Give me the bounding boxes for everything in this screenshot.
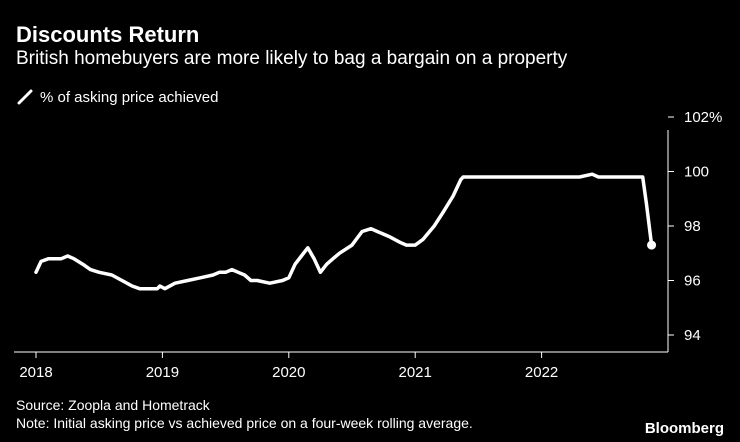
series-end-point xyxy=(647,240,657,250)
x-tick-label: 2019 xyxy=(146,364,179,381)
x-tick-label: 2020 xyxy=(272,364,305,381)
legend-label: % of asking price achieved xyxy=(40,88,219,106)
y-tick-label: 94 xyxy=(684,327,701,344)
y-tick-label: 102% xyxy=(684,109,722,126)
legend-line-icon xyxy=(17,89,33,105)
y-tick-label: 100 xyxy=(684,164,709,181)
bloomberg-logo: Bloomberg xyxy=(644,420,724,437)
y-tick-label: 98 xyxy=(684,218,701,235)
x-tick-label: 2022 xyxy=(525,364,558,381)
series-line xyxy=(34,172,654,291)
x-tick-label: 2018 xyxy=(19,364,52,381)
y-tick-label: 96 xyxy=(684,273,701,290)
note-text: Note: Initial asking price vs achieved p… xyxy=(16,415,473,431)
chart-title: Discounts Return xyxy=(16,22,200,47)
source-text: Source: Zoopla and Hometrack xyxy=(16,397,210,413)
legend: % of asking price achieved xyxy=(16,88,218,106)
chart-subtitle: British homebuyers are more likely to ba… xyxy=(16,48,568,69)
footnotes: Source: Zoopla and Hometrack Note: Initi… xyxy=(16,396,473,432)
x-tick-label: 2021 xyxy=(399,364,432,381)
